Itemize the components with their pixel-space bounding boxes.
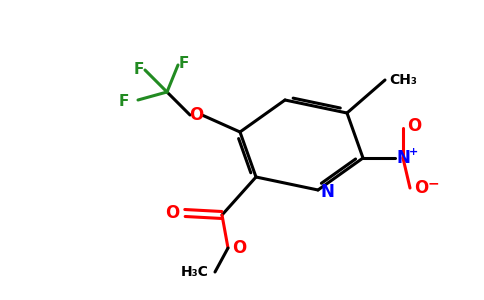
Text: −: − xyxy=(428,176,439,190)
Text: +: + xyxy=(408,147,418,157)
Text: CH₃: CH₃ xyxy=(389,73,417,87)
Text: F: F xyxy=(134,62,144,77)
Text: O: O xyxy=(165,204,179,222)
Text: N: N xyxy=(396,149,410,167)
Text: O: O xyxy=(407,117,421,135)
Text: O: O xyxy=(189,106,203,124)
Text: F: F xyxy=(119,94,129,110)
Text: H₃C: H₃C xyxy=(181,265,209,279)
Text: F: F xyxy=(179,56,189,70)
Text: N: N xyxy=(321,183,335,201)
Text: O: O xyxy=(232,239,246,257)
Text: O: O xyxy=(414,179,428,197)
